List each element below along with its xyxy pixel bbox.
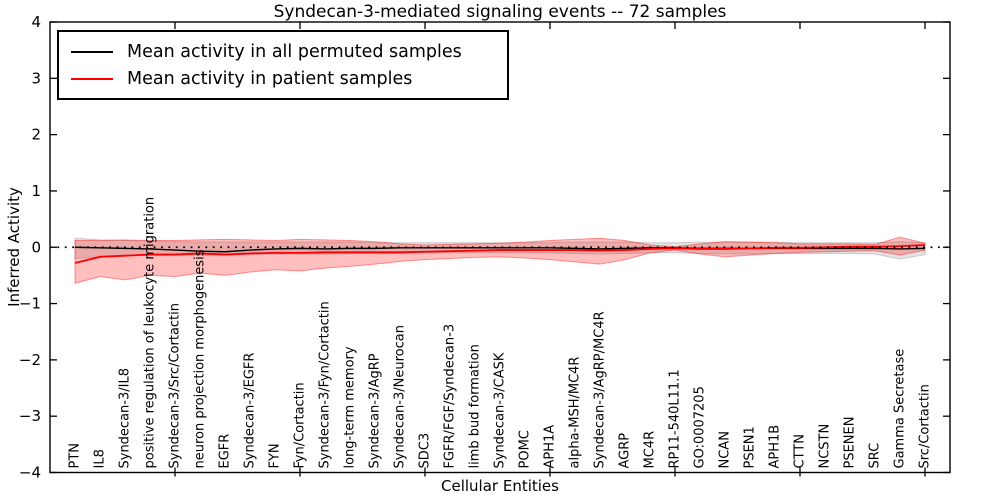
x-category-label: SDC3 — [418, 433, 433, 469]
x-category-label: Gamma Secretase — [893, 349, 908, 469]
x-category-label: EGFR — [218, 434, 233, 469]
x-category-label: AGRP — [618, 433, 633, 469]
x-category-label: APH1B — [768, 425, 783, 469]
x-category-label: APH1A — [543, 425, 558, 469]
x-category-label: POMC — [518, 430, 533, 468]
y-tick-label: 1 — [31, 182, 41, 200]
x-category-label: Syndecan-3/Neurocan — [393, 325, 408, 468]
y-tick-label: 3 — [31, 69, 41, 87]
x-category-label: FGFR/FGF/Syndecan-3 — [443, 324, 458, 469]
x-category-label: Syndecan-3/CASK — [493, 352, 508, 468]
patient-line-sample — [71, 77, 113, 80]
x-category-label: PSEN1 — [743, 426, 758, 468]
y-tick-label: −1 — [19, 295, 41, 313]
x-category-label: Syndecan-3/IL8 — [118, 368, 133, 468]
x-category-label: Syndecan-3/AgRP — [368, 353, 383, 468]
y-tick-label: 2 — [31, 126, 41, 144]
legend-entry-permuted: Mean activity in all permuted samples — [59, 38, 507, 65]
x-category-label: IL8 — [93, 449, 108, 468]
x-axis-label: Cellular Entities — [441, 477, 559, 495]
y-tick-label: 0 — [31, 238, 41, 256]
x-category-label: neuron projection morphogenesis — [193, 249, 208, 468]
y-tick-label: −4 — [19, 464, 41, 482]
x-category-label: Syndecan-3/Src/Cortactin — [168, 303, 183, 469]
legend-entry-patient: Mean activity in patient samples — [59, 65, 507, 92]
x-category-label: limb bud formation — [468, 344, 483, 468]
y-tick-label: −2 — [19, 351, 41, 369]
x-category-label: long-term memory — [343, 346, 358, 468]
x-category-label: Syndecan-3/Fyn/Cortactin — [318, 301, 333, 468]
y-tick-label: 4 — [31, 13, 41, 31]
legend-label-patient: Mean activity in patient samples — [127, 68, 413, 89]
x-category-label: RP11-540L11.1 — [668, 369, 683, 468]
x-category-label: Src/Cortactin — [918, 384, 933, 468]
x-category-label: SRC — [868, 443, 883, 469]
x-category-label: CTTN — [793, 434, 808, 468]
x-category-label: positive regulation of leukocyte migrati… — [143, 197, 158, 469]
x-category-label: PTN — [68, 443, 83, 469]
x-category-label: GO:0007205 — [693, 386, 708, 468]
x-category-label: NCSTN — [818, 424, 833, 469]
permuted-band — [74, 237, 926, 260]
x-category-label: Fyn/Cortactin — [293, 382, 308, 468]
chart-title: Syndecan-3-mediated signaling events -- … — [273, 2, 727, 22]
x-category-label: FYN — [268, 443, 283, 468]
y-tick-label: −3 — [19, 407, 41, 425]
x-category-label: NCAN — [718, 431, 733, 468]
permuted-line-sample — [71, 50, 113, 53]
x-category-label: Syndecan-3/EGFR — [243, 353, 258, 469]
legend-label-permuted: Mean activity in all permuted samples — [127, 41, 462, 62]
x-category-label: Syndecan-3/AgRP/MC4R — [593, 311, 608, 468]
legend: Mean activity in all permuted samples Me… — [57, 30, 509, 100]
x-category-label: alpha-MSH/MC4R — [568, 357, 583, 469]
x-category-label: MC4R — [643, 431, 658, 469]
x-category-label: PSENEN — [843, 417, 858, 469]
